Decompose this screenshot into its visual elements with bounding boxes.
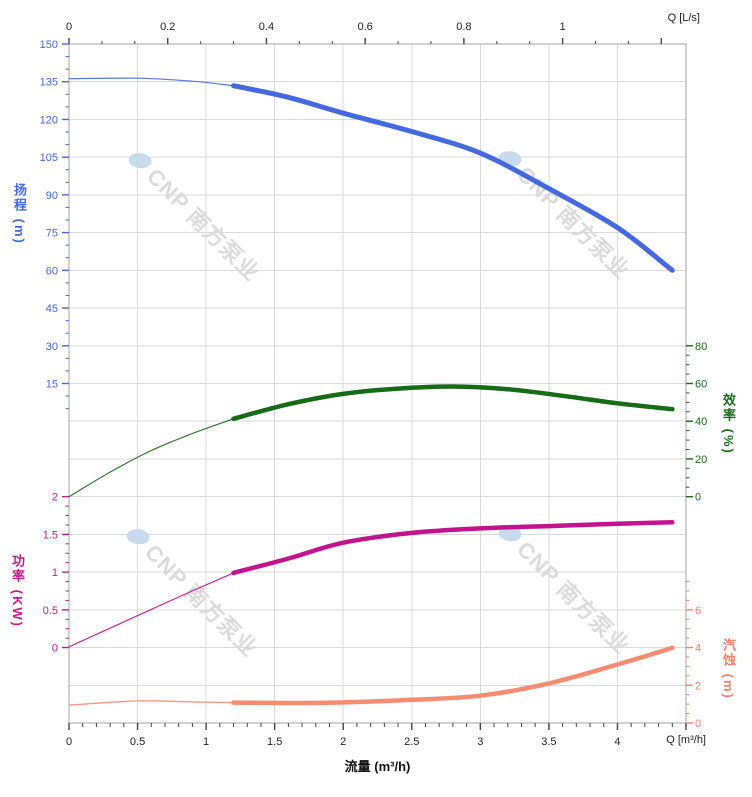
svg-text:1.5: 1.5: [267, 736, 282, 748]
svg-text:4: 4: [695, 643, 701, 655]
svg-text:4: 4: [614, 736, 620, 748]
series-power-curve: [68, 520, 675, 648]
svg-text:20: 20: [695, 454, 707, 466]
svg-text:2: 2: [340, 736, 346, 748]
svg-text:CNP 南方泵业: CNP 南方泵业: [140, 540, 262, 662]
axis-title-npsh: 汽蚀 (m): [721, 638, 736, 700]
svg-text:135: 135: [40, 77, 58, 89]
svg-text:45: 45: [46, 303, 58, 315]
svg-text:0.2: 0.2: [160, 21, 175, 33]
y-axis-power: 2 1.5 1 0.5 0: [43, 492, 69, 655]
y-axis-efficiency: 80 60 40 20 0: [686, 341, 707, 504]
x-axis-top: 0 0.2 0.4 0.6 0.8 1: [66, 21, 663, 44]
svg-text:0: 0: [695, 718, 701, 730]
y-axis-head: 150 135 120 105 90 75 60 45 30 15: [40, 39, 69, 410]
svg-text:CNP 南方泵业: CNP 南方泵业: [142, 164, 264, 286]
series-npsh-curve: [68, 645, 675, 706]
svg-text:0.5: 0.5: [130, 736, 145, 748]
watermark: CNP 南方泵业: [498, 151, 635, 284]
svg-text:90: 90: [46, 190, 58, 202]
svg-text:0.4: 0.4: [259, 21, 274, 33]
svg-text:105: 105: [40, 152, 58, 164]
watermark: CNP 南方泵业: [128, 153, 265, 286]
svg-text:1: 1: [52, 567, 58, 579]
y-axis-npsh: 6 4 2 0: [686, 581, 701, 730]
watermark: CNP 南方泵业: [498, 526, 635, 659]
series-efficiency-curve: [68, 384, 675, 498]
svg-text:1: 1: [560, 21, 566, 33]
svg-text:15: 15: [46, 379, 58, 391]
axis-title-head: 扬程 (m): [12, 183, 27, 245]
svg-text:0: 0: [66, 21, 72, 33]
axis-title-power: 功率 (KW): [10, 554, 25, 628]
svg-text:2.5: 2.5: [404, 736, 419, 748]
svg-text:3.5: 3.5: [541, 736, 556, 748]
x-axis-title: 流量 (m³/h): [344, 759, 411, 774]
svg-text:1: 1: [203, 736, 209, 748]
svg-text:CNP 南方泵业: CNP 南方泵业: [512, 537, 634, 659]
svg-text:2: 2: [695, 680, 701, 692]
gridlines: [69, 44, 686, 723]
svg-text:30: 30: [46, 341, 58, 353]
watermark: CNP 南方泵业: [126, 529, 263, 662]
series-head-curve: [68, 77, 675, 273]
svg-text:80: 80: [695, 341, 707, 353]
svg-text:120: 120: [40, 114, 58, 126]
axis-title-efficiency: 效率 (%): [721, 393, 736, 455]
svg-text:40: 40: [695, 416, 707, 428]
x-axis-bottom: 0 0.5 1 1.5 2 2.5 3 3.5 4: [66, 723, 687, 748]
svg-text:0.5: 0.5: [43, 605, 58, 617]
svg-text:0: 0: [52, 643, 58, 655]
svg-text:6: 6: [695, 605, 701, 617]
bottom-axis-unit-label: Q [m³/h]: [666, 734, 706, 746]
svg-text:1.5: 1.5: [43, 529, 58, 541]
top-axis-unit-label: Q [L/s]: [667, 12, 700, 24]
svg-text:2: 2: [52, 492, 58, 504]
svg-text:0.6: 0.6: [358, 21, 373, 33]
svg-text:0: 0: [66, 736, 72, 748]
svg-text:60: 60: [695, 379, 707, 391]
svg-text:0: 0: [695, 492, 701, 504]
svg-text:0.8: 0.8: [456, 21, 471, 33]
svg-text:150: 150: [40, 39, 58, 51]
svg-text:60: 60: [46, 265, 58, 277]
svg-text:75: 75: [46, 228, 58, 240]
svg-text:3: 3: [477, 736, 483, 748]
